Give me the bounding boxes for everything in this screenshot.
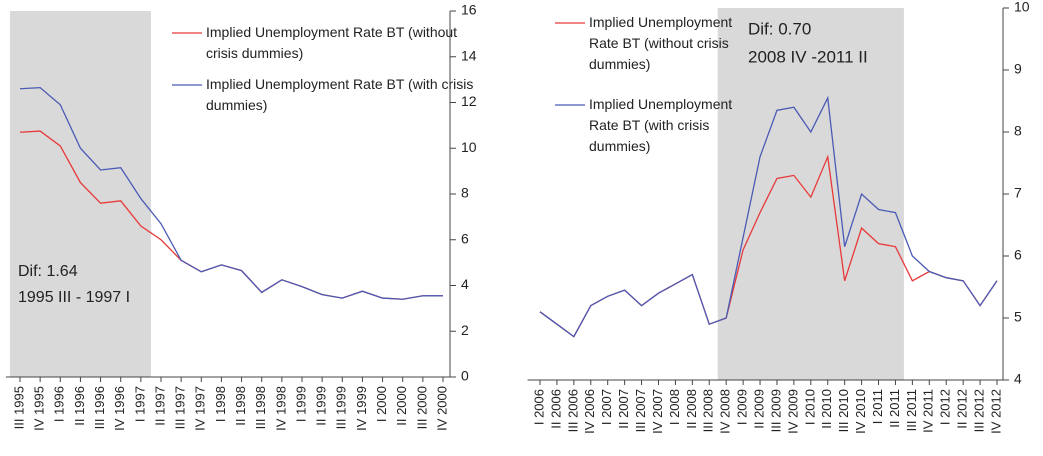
x-tick-label: III 2012 — [972, 389, 987, 432]
series-line — [539, 95, 998, 338]
x-tick-label: IV 1995 — [32, 386, 47, 431]
y-tick-label: 8 — [1014, 123, 1022, 139]
y-tick-label: 9 — [1014, 61, 1022, 77]
x-tick-label: III 2010 — [836, 389, 851, 432]
annotation: Dif: 1.64 — [18, 263, 78, 280]
x-tick-label: III 2011 — [904, 389, 919, 431]
legend-label-box: Implied Unemployment Rate BT (without cr… — [206, 24, 458, 61]
legend-label: Implied Unemployment Rate BT (with crisi… — [206, 76, 474, 113]
legend-label-box: Implied Unemployment Rate BT (with crisi… — [589, 96, 733, 154]
x-tick-label: I 2009 — [735, 389, 750, 425]
x-tick-label: III 1997 — [173, 386, 188, 429]
x-tick-label: IV 2010 — [853, 389, 868, 434]
annotation: 2008 IV -2011 II — [748, 47, 868, 66]
x-tick-label: IV 2011 — [921, 389, 936, 433]
highlight-band — [9, 11, 151, 377]
x-tick-label: I 2008 — [667, 389, 682, 425]
x-tick-label: IV 1997 — [193, 386, 208, 431]
x-tick-label: III 1998 — [253, 386, 268, 429]
x-tick-label: I 2006 — [531, 389, 546, 425]
y-tick-label: 10 — [1014, 0, 1030, 15]
x-tick-label: II 1996 — [72, 386, 87, 426]
x-tick-label: IV 2007 — [650, 389, 665, 434]
x-tick-label: I 2011 — [870, 389, 885, 424]
y-tick-label: 6 — [461, 230, 469, 246]
x-tick-label: II 2011 — [887, 389, 902, 428]
x-tick-label: III 2007 — [633, 389, 648, 432]
x-tick-label: I 1996 — [52, 386, 67, 422]
x-tick-label: I 2007 — [599, 389, 614, 425]
x-tick-label: III 2000 — [414, 386, 429, 429]
y-tick-label: 4 — [1014, 371, 1022, 387]
series-line — [19, 86, 443, 300]
y-tick-label: 0 — [461, 368, 469, 384]
x-tick-label: II 2008 — [684, 389, 699, 429]
y-tick-label: 7 — [1014, 185, 1022, 201]
x-tick-label: IV 1999 — [354, 386, 369, 431]
y-tick-label: 6 — [1014, 247, 1022, 263]
x-tick-label: II 2006 — [548, 389, 563, 429]
y-tick-label: 14 — [461, 47, 477, 63]
x-tick-label: II 2000 — [394, 386, 409, 426]
x-tick-label: IV 2000 — [434, 386, 449, 431]
x-tick-label: II 2007 — [616, 389, 631, 429]
x-tick-label: III 1999 — [334, 386, 349, 429]
x-tick-label: II 1997 — [152, 386, 167, 426]
legend-label: Implied Unemployment Rate BT (without cr… — [206, 24, 458, 61]
x-tick-label: III 2008 — [701, 389, 716, 432]
x-tick-label: I 2012 — [938, 389, 953, 425]
x-tick-label: IV 2012 — [988, 389, 1003, 434]
annotation: Dif: 0.70 — [748, 19, 811, 38]
x-tick-label: II 2009 — [751, 389, 766, 429]
highlight-band — [717, 8, 904, 380]
legend-label: Implied Unemployment Rate BT (with crisi… — [589, 96, 733, 154]
x-tick-label: I 1998 — [213, 386, 228, 422]
x-tick-label: II 1999 — [314, 386, 329, 426]
x-tick-label: II 2010 — [819, 389, 834, 429]
x-tick-label: IV 1996 — [112, 386, 127, 431]
x-tick-label: III 2009 — [768, 389, 783, 432]
y-tick-label: 16 — [461, 2, 477, 18]
x-tick-label: IV 2009 — [785, 389, 800, 434]
x-tick-label: III 1996 — [92, 386, 107, 429]
x-tick-label: I 2000 — [374, 386, 389, 422]
legend-label: Implied Unemployment Rate BT (without cr… — [589, 14, 733, 72]
x-tick-label: I 2010 — [802, 389, 817, 425]
x-tick-label: IV 1998 — [273, 386, 288, 431]
y-tick-label: 12 — [461, 93, 477, 109]
y-tick-label: 2 — [461, 322, 469, 338]
legend-label-box: Implied Unemployment Rate BT (without cr… — [589, 14, 733, 72]
y-tick-label: 5 — [1014, 309, 1022, 325]
x-tick-label: I 1999 — [293, 386, 308, 422]
x-tick-label: III 1995 — [11, 386, 26, 429]
x-tick-label: I 1997 — [132, 386, 147, 422]
x-tick-label: III 2006 — [565, 389, 580, 432]
legend-label-box: Implied Unemployment Rate BT (with crisi… — [206, 76, 474, 113]
y-tick-label: 8 — [461, 185, 469, 201]
y-tick-label: 10 — [461, 139, 477, 155]
x-tick-label: IV 2008 — [718, 389, 733, 434]
x-tick-label: II 1998 — [233, 386, 248, 426]
annotation: 1995 III - 1997 I — [18, 289, 130, 306]
y-tick-label: 4 — [461, 276, 469, 292]
x-tick-label: IV 2006 — [582, 389, 597, 434]
x-tick-label: II 2012 — [955, 389, 970, 429]
